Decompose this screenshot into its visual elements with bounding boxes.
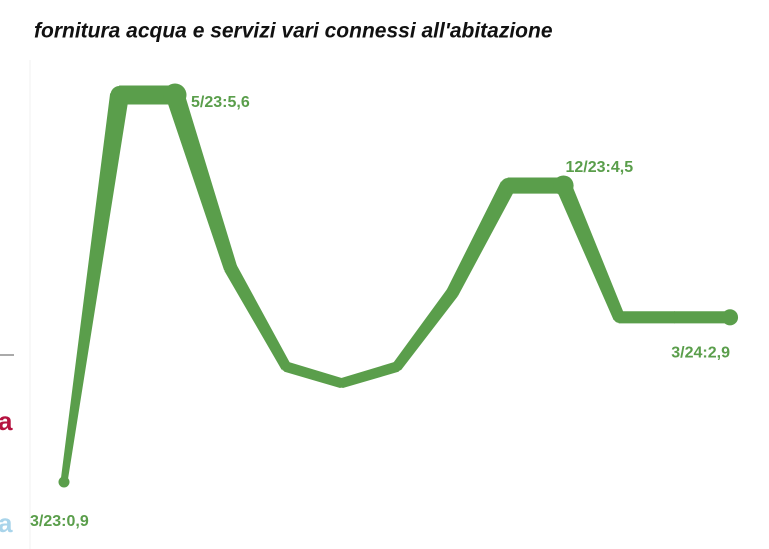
line-segment xyxy=(618,311,675,324)
chart-title: fornitura acqua e servizi vari connessi … xyxy=(34,20,553,43)
line-segment xyxy=(674,311,731,324)
line-segment xyxy=(165,91,238,271)
line-segment xyxy=(446,181,516,296)
point xyxy=(553,175,574,196)
side-label: a xyxy=(0,508,13,538)
line-segment xyxy=(284,361,344,389)
value-label: 12/23:4,5 xyxy=(566,159,634,176)
value-label: 3/24:2,9 xyxy=(671,345,730,362)
line-segment xyxy=(60,93,129,483)
point xyxy=(721,309,739,326)
value-label: 5/23:5,6 xyxy=(191,94,250,111)
line-segment xyxy=(339,361,399,389)
point xyxy=(58,476,70,488)
point xyxy=(163,83,187,107)
value-label: 3/23:0,9 xyxy=(30,513,89,530)
side-label: a xyxy=(0,406,13,436)
line-segment xyxy=(392,288,458,371)
line-segment xyxy=(556,182,625,320)
line-segment xyxy=(224,264,291,370)
